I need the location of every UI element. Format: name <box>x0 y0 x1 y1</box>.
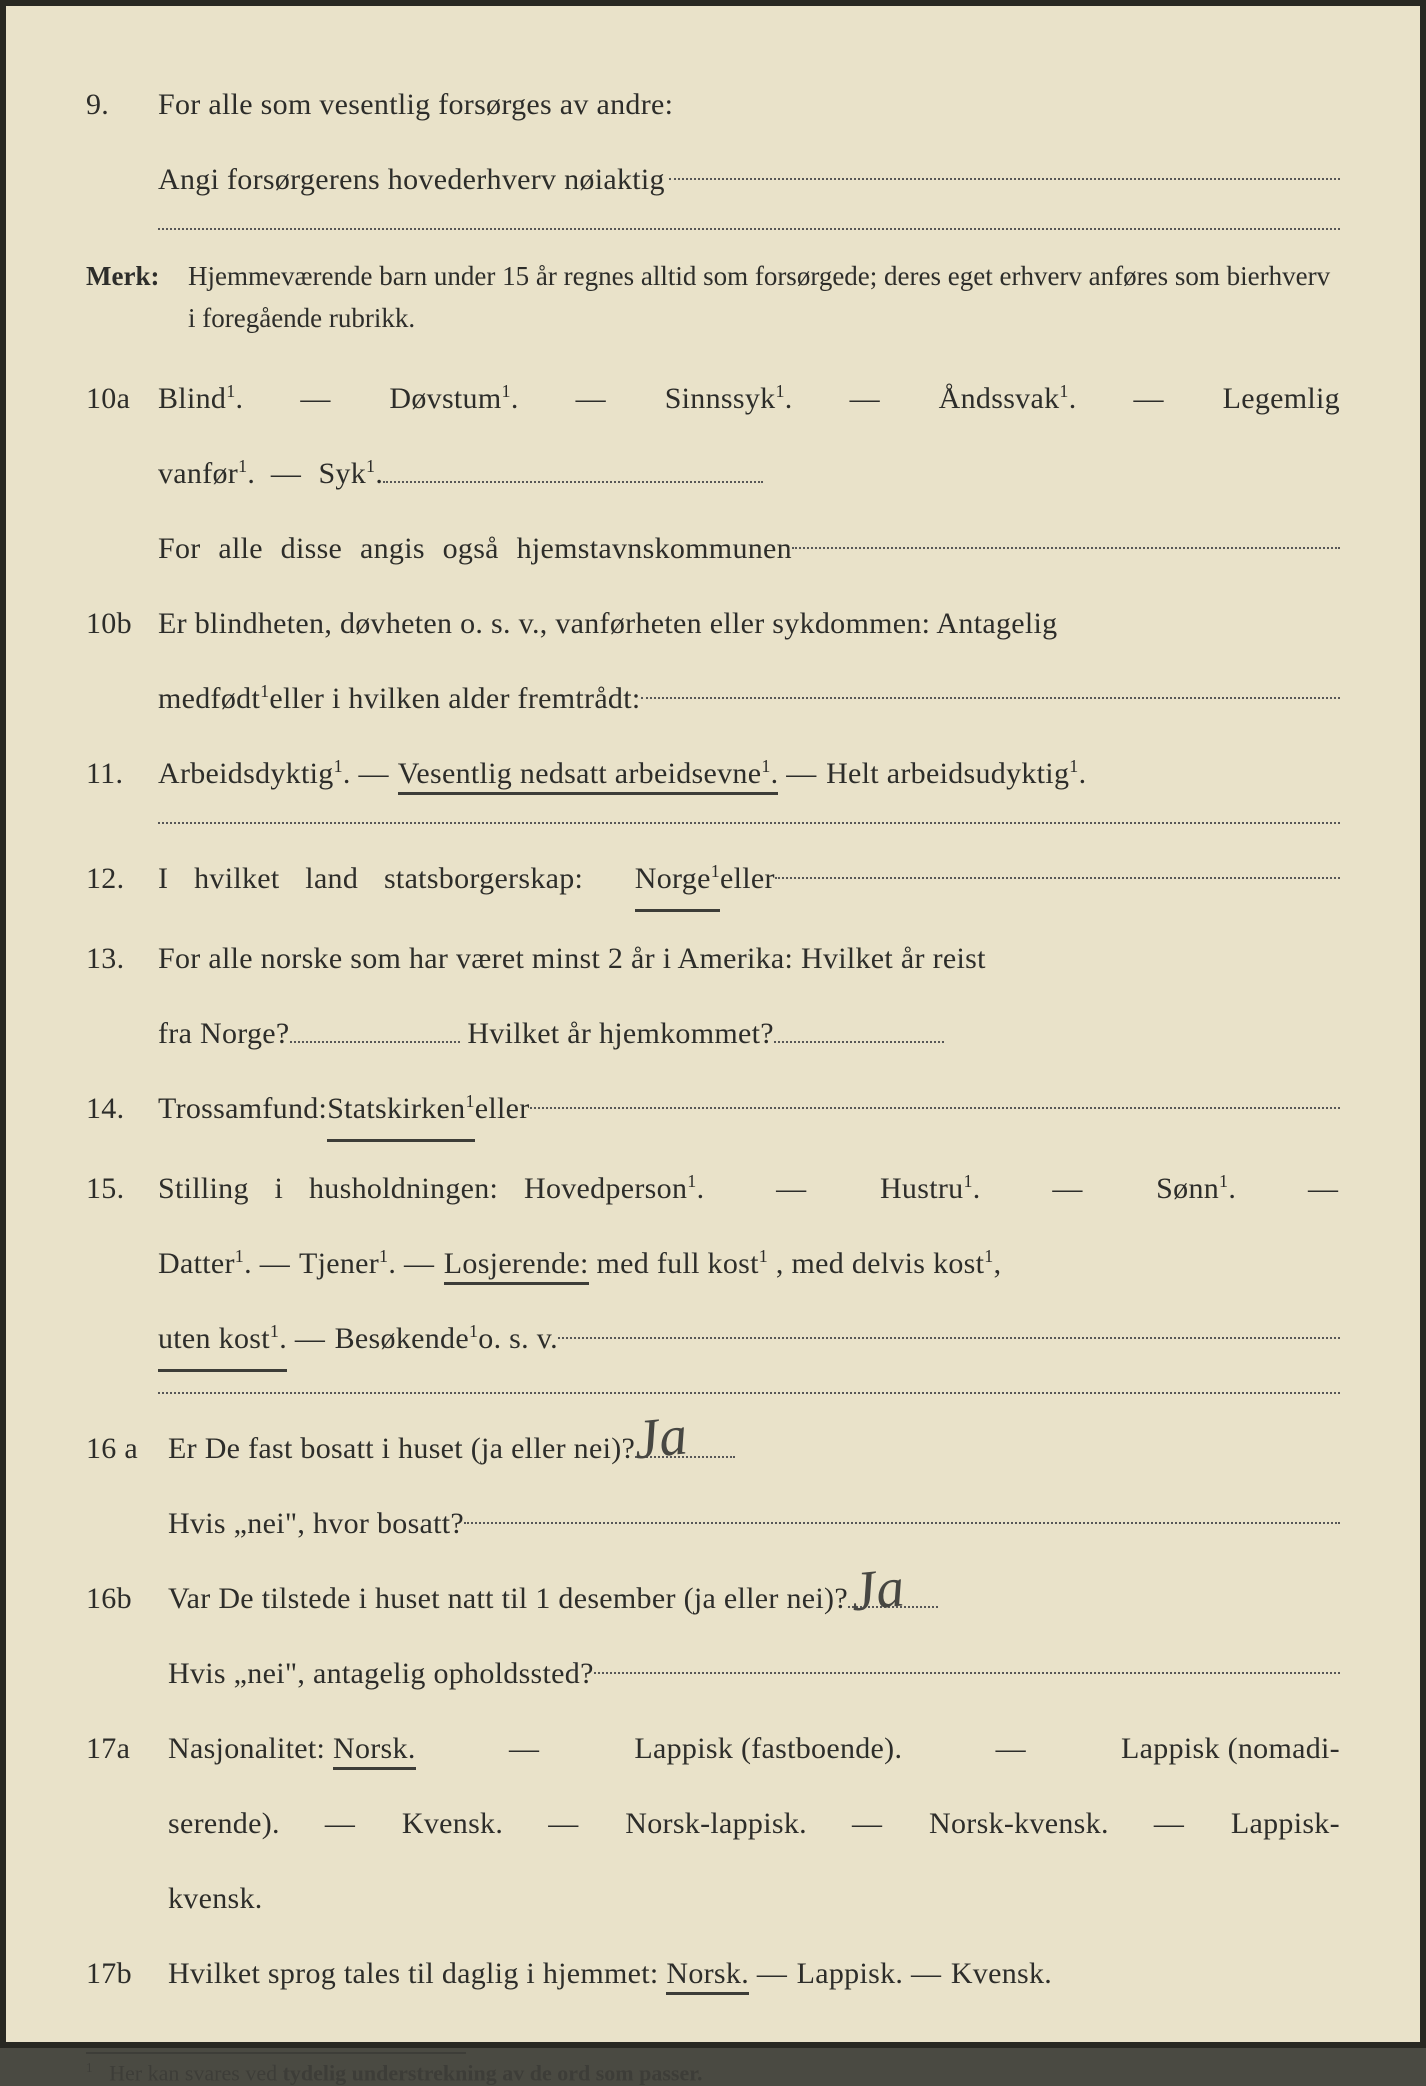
handwritten-ja-16b: Ja <box>845 1534 909 1645</box>
blank-line[interactable] <box>792 520 1340 549</box>
blank-line[interactable] <box>641 670 1341 699</box>
blank-line[interactable] <box>383 454 763 483</box>
q10a-line2: vanfør1. — Syk1. <box>86 445 1340 502</box>
answer-16a-line[interactable]: Ja <box>635 1429 735 1458</box>
q13-line2: fra Norge? Hvilket år hjemkommet? <box>86 1005 1340 1062</box>
blank-line[interactable] <box>530 1080 1340 1109</box>
footnote: 1 Her kan svares ved tydelig understrekn… <box>86 2060 1340 2086</box>
q17b-selected[interactable]: Norsk. <box>666 1957 749 1995</box>
q11-selected[interactable]: Vesentlig nedsatt arbeidsevne1. <box>398 757 779 795</box>
q15-line1: 15. Stilling i husholdningen: Hovedperso… <box>86 1160 1340 1217</box>
q17a-selected[interactable]: Norsk. <box>333 1732 416 1770</box>
q14: 14. Trossamfund: Statskirken1 eller <box>86 1080 1340 1142</box>
blank-line-full[interactable] <box>158 226 1340 230</box>
q9-text1: For alle som vesentlig forsørges av andr… <box>158 76 1340 133</box>
q16a: 16 a Er De fast bosatt i huset (ja eller… <box>86 1420 1340 1477</box>
q9-line2: Angi forsørgerens hovederhverv nøiaktig <box>86 151 1340 208</box>
q10b-number: 10b <box>86 595 158 652</box>
q15-selected-losjerende[interactable]: Losjerende: <box>444 1247 589 1285</box>
q10b-text: Er blindheten, døvheten o. s. v., vanfør… <box>158 595 1340 652</box>
q17a-line2: serende). — Kvensk. — Norsk-lappisk. — N… <box>86 1795 1340 1852</box>
q16b-sub: Hvis „nei", antagelig opholdssted? <box>86 1645 1340 1702</box>
q10a-line3: For alle disse angis også hjemstavnskomm… <box>86 520 1340 577</box>
blank-line[interactable] <box>669 151 1340 180</box>
blank-line[interactable] <box>558 1310 1340 1339</box>
q16b-number: 16b <box>86 1570 168 1627</box>
q12-number: 12. <box>86 850 158 907</box>
q11-number: 11. <box>86 745 158 802</box>
q14-number: 14. <box>86 1080 158 1137</box>
q13-line1: 13. For alle norske som har været minst … <box>86 930 1340 987</box>
q16b: 16b Var De tilstede i huset natt til 1 d… <box>86 1570 1340 1627</box>
blank-year-returned[interactable] <box>774 1014 944 1043</box>
q15-line2: Datter1. — Tjener1. — Losjerende: med fu… <box>86 1235 1340 1292</box>
q13-text: For alle norske som har været minst 2 år… <box>158 930 1340 987</box>
q17b-number: 17b <box>86 1945 168 2002</box>
blank-line[interactable] <box>464 1495 1340 1524</box>
q10a-number: 10a <box>86 370 158 427</box>
note-text: Hjemmeværende barn under 15 år regnes al… <box>188 256 1340 340</box>
q12: 12. I hvilket land statsborgerskap: Norg… <box>86 850 1340 912</box>
q10a-line1: 10a Blind1. — Døvstum1. — Sinnssyk1. — Å… <box>86 370 1340 427</box>
q17a-number: 17a <box>86 1720 168 1777</box>
q13-number: 13. <box>86 930 158 987</box>
q16a-number: 16 a <box>86 1420 168 1477</box>
q15-line3: uten kost1. — Besøkende1 o. s. v. <box>86 1310 1340 1372</box>
blank-year-left[interactable] <box>290 1014 460 1043</box>
q12-selected[interactable]: Norge1 <box>635 850 720 912</box>
q17a-line1: 17a Nasjonalitet: Norsk. — Lappisk (fast… <box>86 1720 1340 1777</box>
q17a-line3: kvensk. <box>86 1870 1340 1927</box>
q15-selected-utenkost[interactable]: uten kost1. <box>158 1310 287 1372</box>
handwritten-ja-16a: Ja <box>629 1382 693 1493</box>
answer-16b-line[interactable]: Ja <box>848 1579 938 1608</box>
blank-line-full[interactable] <box>158 1390 1340 1394</box>
q16a-sub: Hvis „nei", hvor bosatt? <box>86 1495 1340 1552</box>
q10b-line1: 10b Er blindheten, døvheten o. s. v., va… <box>86 595 1340 652</box>
q11: 11. Arbeidsdyktig1. — Vesentlig nedsatt … <box>86 745 1340 802</box>
note-label: Merk: <box>86 256 188 340</box>
q10b-line2: medfødt1 eller i hvilken alder fremtrådt… <box>86 670 1340 727</box>
footnote-rule <box>86 2052 466 2054</box>
q9-text2: Angi forsørgerens hovederhverv nøiaktig <box>158 151 1340 208</box>
q17b: 17b Hvilket sprog tales til daglig i hje… <box>86 1945 1340 2002</box>
q14-selected[interactable]: Statskirken1 <box>327 1080 475 1142</box>
blank-line-full[interactable] <box>158 820 1340 824</box>
note-merk: Merk: Hjemmeværende barn under 15 år reg… <box>86 256 1340 340</box>
blank-line[interactable] <box>775 850 1340 879</box>
census-form-page: 9. For alle som vesentlig forsørges av a… <box>0 0 1426 2048</box>
q9-line1: 9. For alle som vesentlig forsørges av a… <box>86 76 1340 133</box>
blank-line[interactable] <box>594 1645 1340 1674</box>
q15-number: 15. <box>86 1160 158 1217</box>
q9-number: 9. <box>86 76 158 133</box>
